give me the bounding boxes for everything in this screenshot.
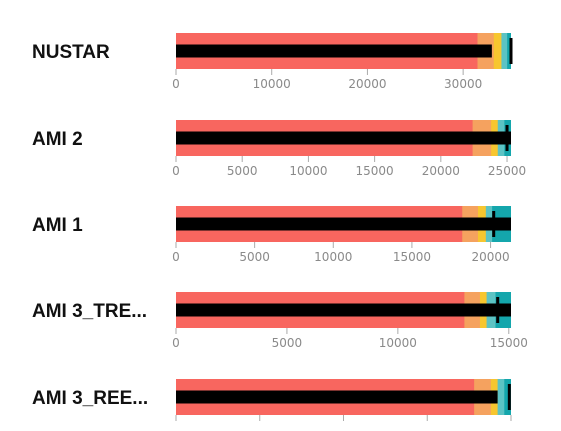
target-marker <box>505 125 509 151</box>
tick-label: 10000 <box>253 77 291 91</box>
tick-label: 25000 <box>488 164 526 178</box>
tick-label: 20000 <box>422 164 460 178</box>
tick-label: 5000 <box>239 250 270 264</box>
tick-label: 20000 <box>471 250 509 264</box>
tick-label: 15000 <box>393 250 431 264</box>
measure-bar <box>176 217 511 231</box>
row-label: AMI 3_REE... <box>32 388 148 409</box>
tick-label: 10000 <box>289 164 327 178</box>
row-label: AMI 1 <box>32 215 83 236</box>
tick-label: 15000 <box>356 164 394 178</box>
target-marker <box>507 384 511 410</box>
tick-label: 0 <box>172 336 180 350</box>
row-label: AMI 3_TRE... <box>32 301 147 322</box>
tick-label: 30000 <box>444 77 482 91</box>
row-label: NUSTAR <box>32 42 110 63</box>
target-marker <box>496 297 500 323</box>
measure-bar <box>176 390 498 404</box>
tick-label: 10000 <box>379 336 417 350</box>
target-marker <box>492 211 496 237</box>
tick-label: 0 <box>172 164 180 178</box>
tick-label: 15000 <box>490 336 528 350</box>
tick-label: 5000 <box>227 164 258 178</box>
row-label: AMI 2 <box>32 129 83 150</box>
measure-bar <box>176 303 511 317</box>
tick-label: 5000 <box>272 336 303 350</box>
tick-label: 0 <box>172 77 180 91</box>
tick-label: 10000 <box>314 250 352 264</box>
target-marker <box>509 38 513 64</box>
tick-label: 0 <box>172 250 180 264</box>
measure-bar <box>176 131 511 145</box>
tick-label: 20000 <box>348 77 386 91</box>
measure-bar <box>176 44 492 58</box>
